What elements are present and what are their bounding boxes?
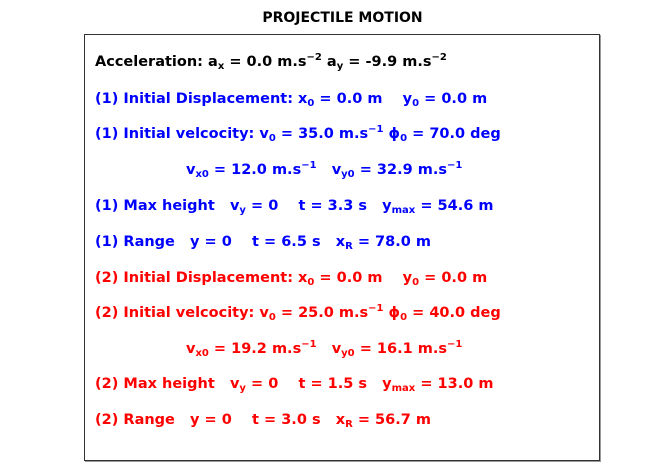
p2-maxheight-line: (2) Max height vy = 0 t = 1.5 s ymax = 1… — [95, 376, 494, 394]
results-panel — [84, 34, 600, 461]
p1-maxheight-line: (1) Max height vy = 0 t = 3.3 s ymax = 5… — [95, 198, 494, 216]
p1-range-line: (1) Range y = 0 t = 6.5 s xR = 78.0 m — [95, 234, 431, 252]
p2-displacement-line: (2) Initial Displacement: x0 = 0.0 m y0 … — [95, 270, 488, 288]
p2-velocity-line: (2) Initial velcocity: v0 = 25.0 m.s−1 ϕ… — [95, 303, 501, 323]
p1-components-line: vx0 = 12.0 m.s−1 vy0 = 32.9 m.s−1 — [186, 160, 463, 180]
p1-displacement-line: (1) Initial Displacement: x0 = 0.0 m y0 … — [95, 91, 488, 109]
p2-components-line: vx0 = 19.2 m.s−1 vy0 = 16.1 m.s−1 — [186, 339, 463, 359]
p2-range-line: (2) Range y = 0 t = 3.0 s xR = 56.7 m — [95, 412, 431, 430]
page-title: PROJECTILE MOTION — [262, 10, 423, 26]
p1-velocity-line: (1) Initial velcocity: v0 = 35.0 m.s−1 ϕ… — [95, 124, 501, 144]
acceleration-line: Acceleration: ax = 0.0 m.s−2 ay = -9.9 m… — [95, 52, 447, 72]
